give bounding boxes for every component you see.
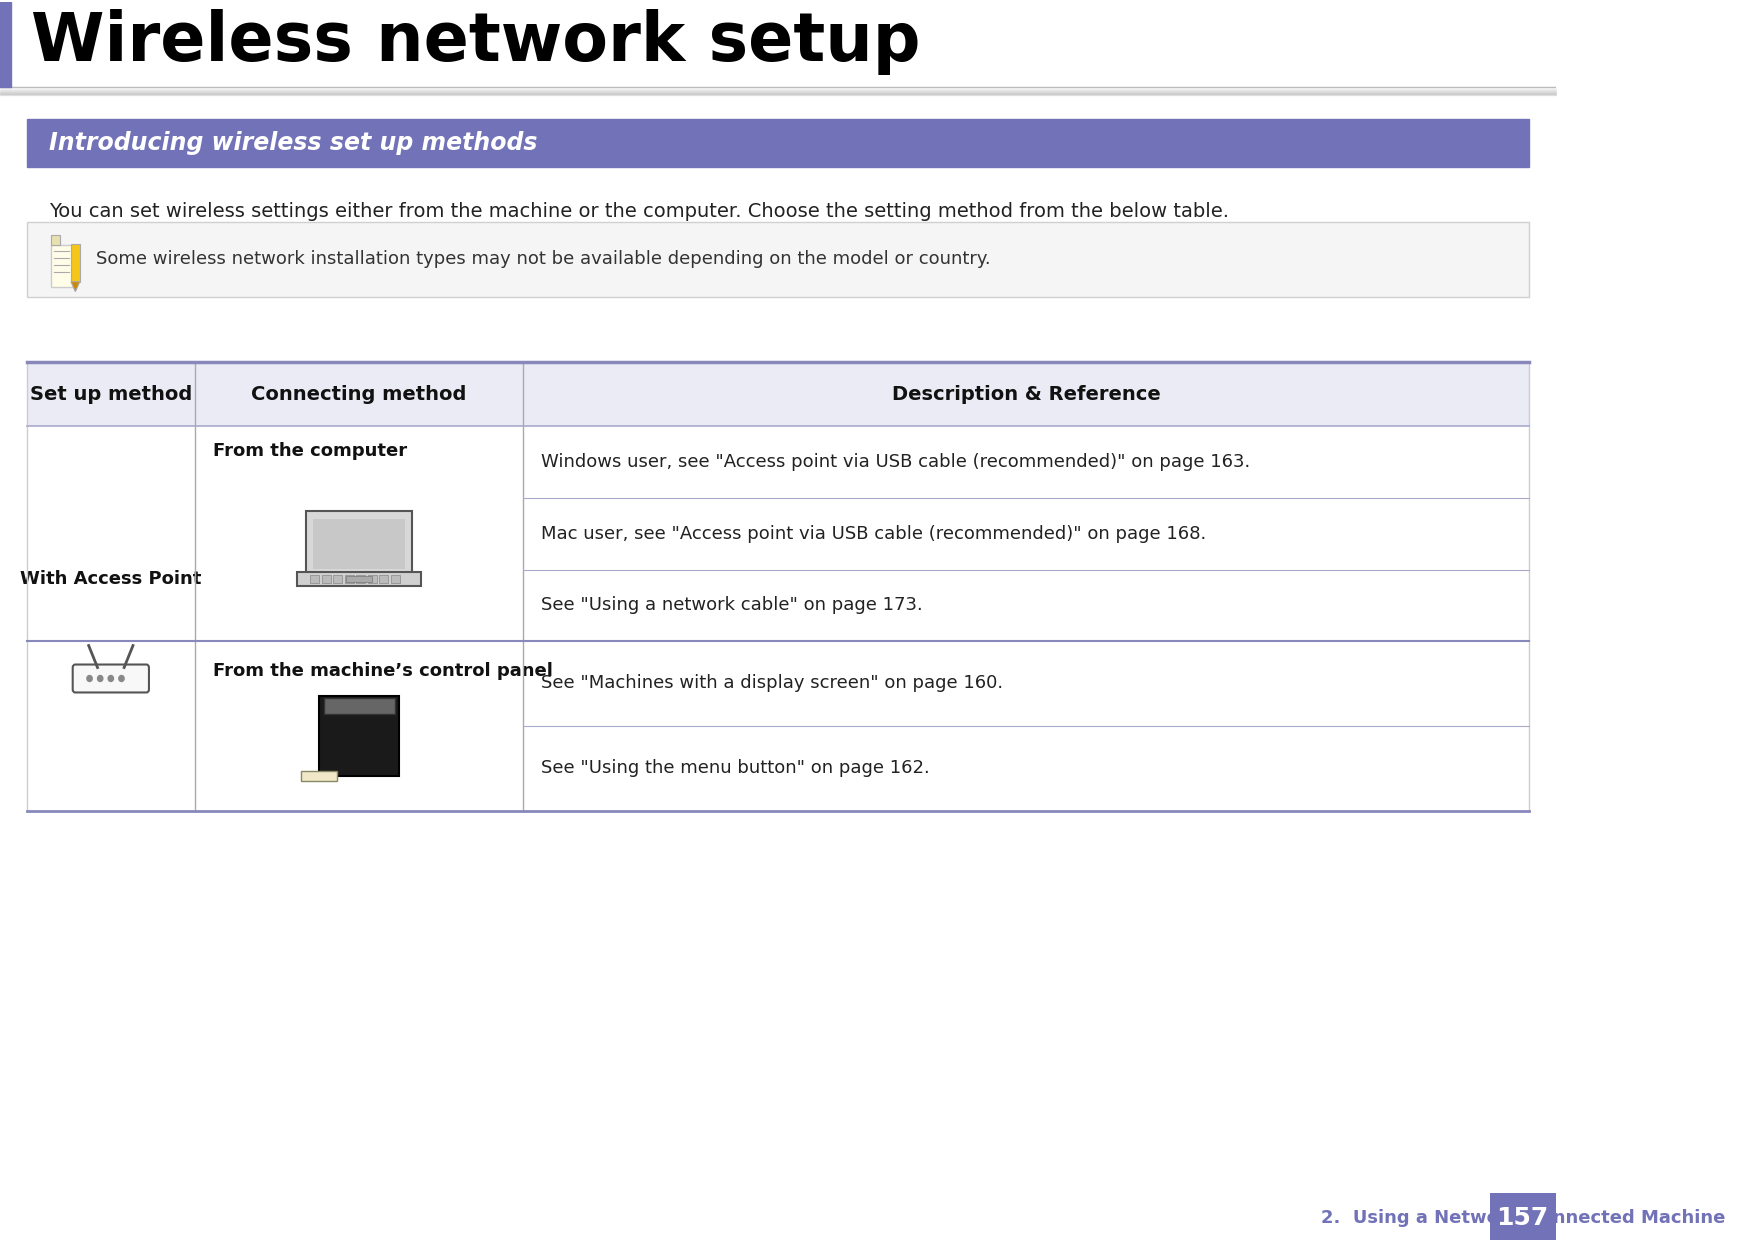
Bar (312, 520, 405, 569)
Bar (70, 244, 79, 281)
Circle shape (119, 676, 125, 682)
Text: You can set wireless settings either from the machine or the computer. Choose th: You can set wireless settings either fro… (49, 202, 1228, 221)
Polygon shape (302, 771, 337, 781)
Bar (1490, 1193, 1557, 1240)
Bar (369, 575, 377, 583)
Text: 157: 157 (1497, 1207, 1548, 1230)
Text: Set up method: Set up method (30, 384, 191, 403)
Text: 2.  Using a Network-Connected Machine: 2. Using a Network-Connected Machine (1322, 1209, 1725, 1228)
Circle shape (98, 676, 104, 682)
Bar (51, 244, 75, 286)
Text: Some wireless network installation types may not be available depending on the m: Some wireless network installation types… (97, 250, 990, 268)
Bar (391, 575, 400, 583)
Bar (321, 575, 330, 583)
Bar (346, 575, 355, 583)
Polygon shape (51, 234, 60, 244)
Polygon shape (70, 281, 79, 291)
Text: From the machine’s control panel: From the machine’s control panel (212, 662, 553, 680)
Text: Windows user, see "Access point via USB cable (recommended)" on page 163.: Windows user, see "Access point via USB … (541, 453, 1250, 471)
Bar (319, 696, 398, 776)
FancyBboxPatch shape (72, 665, 149, 692)
Text: Connecting method: Connecting method (251, 384, 467, 403)
Bar (297, 572, 421, 587)
Bar (26, 222, 1529, 296)
Text: See "Using a network cable" on page 173.: See "Using a network cable" on page 173. (541, 596, 923, 614)
Text: With Access Point: With Access Point (19, 569, 202, 588)
Text: See "Machines with a display screen" on page 160.: See "Machines with a display screen" on … (541, 675, 1002, 692)
Bar (305, 511, 412, 577)
Bar (346, 577, 372, 582)
Bar (0, 2, 11, 87)
Bar (379, 575, 388, 583)
Text: Wireless network setup: Wireless network setup (32, 9, 921, 76)
Text: From the computer: From the computer (212, 443, 407, 460)
Bar (333, 575, 342, 583)
Bar (356, 575, 365, 583)
Text: Description & Reference: Description & Reference (892, 384, 1160, 403)
Bar (323, 698, 395, 714)
Circle shape (109, 676, 114, 682)
Text: Introducing wireless set up methods: Introducing wireless set up methods (49, 131, 537, 155)
Bar (311, 575, 319, 583)
Text: See "Using the menu button" on page 162.: See "Using the menu button" on page 162. (541, 759, 930, 777)
Bar (26, 362, 1529, 427)
Text: Mac user, see "Access point via USB cable (recommended)" on page 168.: Mac user, see "Access point via USB cabl… (541, 525, 1206, 543)
Bar (26, 119, 1529, 167)
Circle shape (88, 676, 93, 682)
